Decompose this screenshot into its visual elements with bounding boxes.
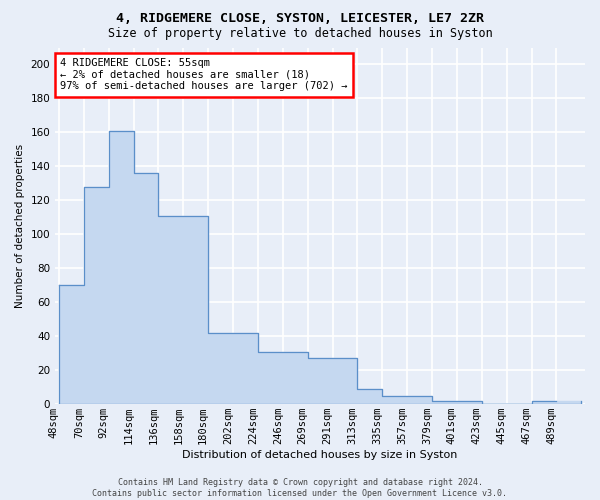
Text: Contains HM Land Registry data © Crown copyright and database right 2024.
Contai: Contains HM Land Registry data © Crown c… (92, 478, 508, 498)
Text: 4, RIDGEMERE CLOSE, SYSTON, LEICESTER, LE7 2ZR: 4, RIDGEMERE CLOSE, SYSTON, LEICESTER, L… (116, 12, 484, 26)
X-axis label: Distribution of detached houses by size in Syston: Distribution of detached houses by size … (182, 450, 458, 460)
Text: 4 RIDGEMERE CLOSE: 55sqm
← 2% of detached houses are smaller (18)
97% of semi-de: 4 RIDGEMERE CLOSE: 55sqm ← 2% of detache… (61, 58, 348, 92)
Polygon shape (59, 130, 581, 404)
Y-axis label: Number of detached properties: Number of detached properties (15, 144, 25, 308)
Text: Size of property relative to detached houses in Syston: Size of property relative to detached ho… (107, 28, 493, 40)
